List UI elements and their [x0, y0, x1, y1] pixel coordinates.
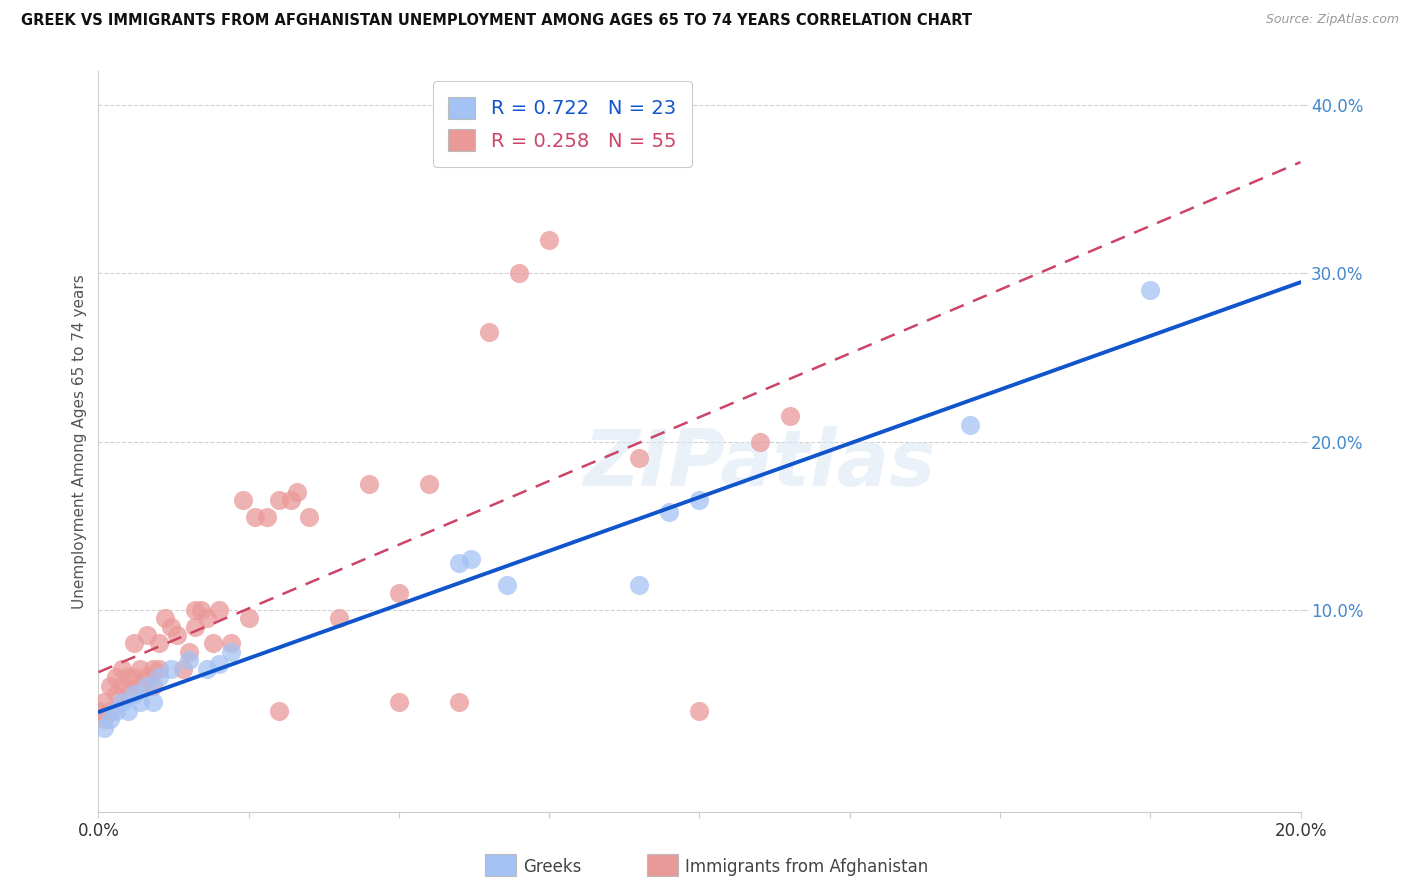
Point — [129, 662, 152, 676]
Point — [100, 679, 122, 693]
Point — [105, 687, 128, 701]
Point — [111, 662, 134, 676]
Point — [267, 704, 290, 718]
Point — [460, 552, 482, 566]
Point — [328, 611, 350, 625]
Point — [100, 704, 122, 718]
Point — [111, 695, 134, 709]
Point — [508, 266, 530, 280]
Point — [388, 586, 411, 600]
Point — [357, 476, 380, 491]
Point — [1139, 283, 1161, 297]
Point — [688, 493, 710, 508]
Text: Source: ZipAtlas.com: Source: ZipAtlas.com — [1265, 13, 1399, 27]
Point — [166, 628, 188, 642]
Point — [478, 325, 501, 339]
Point — [141, 679, 163, 693]
Point — [148, 662, 170, 676]
Point — [208, 657, 231, 671]
Text: GREEK VS IMMIGRANTS FROM AFGHANISTAN UNEMPLOYMENT AMONG AGES 65 TO 74 YEARS CORR: GREEK VS IMMIGRANTS FROM AFGHANISTAN UNE… — [21, 13, 972, 29]
Point — [129, 695, 152, 709]
Point — [93, 695, 115, 709]
Point — [190, 603, 212, 617]
Point — [159, 662, 181, 676]
Point — [117, 704, 139, 718]
Point — [280, 493, 302, 508]
Point — [117, 687, 139, 701]
Point — [172, 662, 194, 676]
Point — [298, 510, 321, 524]
Point — [628, 451, 651, 466]
Point — [105, 704, 128, 718]
Point — [238, 611, 260, 625]
Point — [779, 409, 801, 424]
Point — [105, 670, 128, 684]
Point — [129, 679, 152, 693]
Point — [93, 721, 115, 735]
Point — [148, 636, 170, 650]
Point — [111, 679, 134, 693]
Point — [195, 662, 218, 676]
Point — [219, 636, 242, 650]
Point — [93, 712, 115, 726]
Point — [159, 619, 181, 633]
Point — [628, 577, 651, 591]
Point — [496, 577, 519, 591]
Point — [141, 695, 163, 709]
Point — [688, 704, 710, 718]
Point — [135, 628, 157, 642]
Point — [117, 670, 139, 684]
Point — [538, 233, 561, 247]
Point — [219, 645, 242, 659]
Point — [183, 603, 205, 617]
Point — [201, 636, 224, 650]
Point — [87, 704, 110, 718]
Y-axis label: Unemployment Among Ages 65 to 74 years: Unemployment Among Ages 65 to 74 years — [72, 274, 87, 609]
Text: Greeks: Greeks — [523, 858, 582, 876]
Point — [195, 611, 218, 625]
Point — [418, 476, 440, 491]
Point — [267, 493, 290, 508]
Point — [177, 653, 200, 667]
Point — [141, 662, 163, 676]
Point — [748, 434, 770, 449]
Point — [256, 510, 278, 524]
Point — [388, 695, 411, 709]
Point — [447, 556, 470, 570]
Point — [148, 670, 170, 684]
Legend: R = 0.722   N = 23, R = 0.258   N = 55: R = 0.722 N = 23, R = 0.258 N = 55 — [433, 81, 692, 167]
Point — [232, 493, 254, 508]
Point — [124, 636, 146, 650]
Point — [658, 505, 681, 519]
Point — [285, 485, 308, 500]
Point — [153, 611, 176, 625]
Point — [959, 417, 981, 432]
Point — [243, 510, 266, 524]
Point — [177, 645, 200, 659]
Text: ZIPatlas: ZIPatlas — [583, 425, 936, 502]
Point — [183, 619, 205, 633]
Point — [447, 695, 470, 709]
Text: Immigrants from Afghanistan: Immigrants from Afghanistan — [685, 858, 928, 876]
Point — [135, 670, 157, 684]
Point — [100, 712, 122, 726]
Point — [124, 687, 146, 701]
Point — [208, 603, 231, 617]
Point — [135, 679, 157, 693]
Point — [124, 670, 146, 684]
